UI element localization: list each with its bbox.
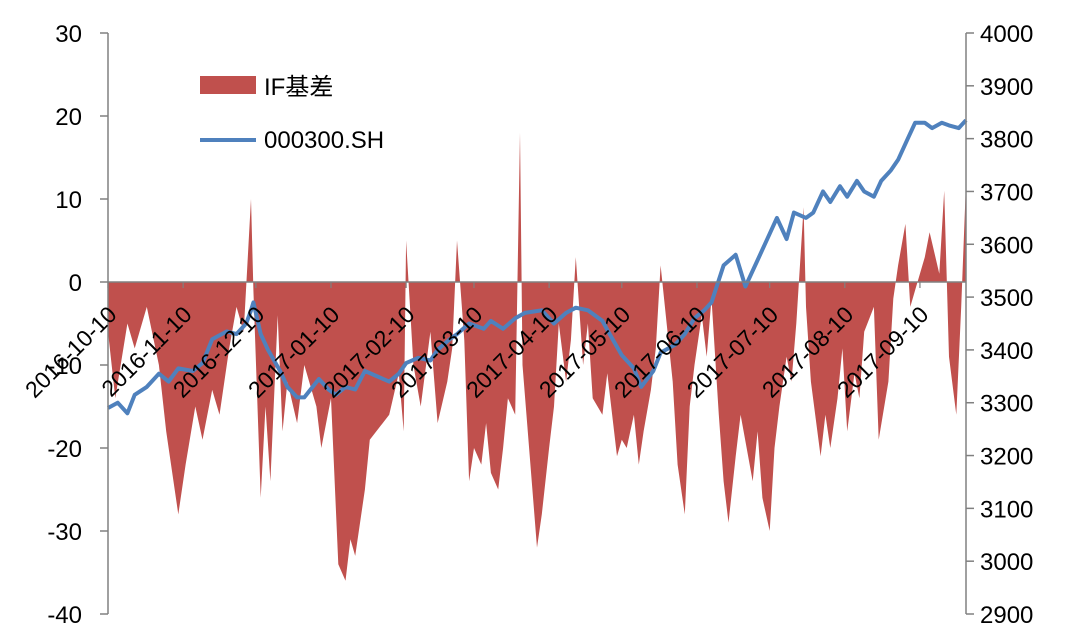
right-tick-label: 3600 — [980, 232, 1033, 259]
axes-layer: -40 -30 -20 -10 0 10 20 30 2900 3000 3100 3200 3300 3… — [47, 21, 1033, 629]
left-tick-label: 30 — [55, 21, 82, 48]
left-tick-label: 20 — [55, 104, 82, 131]
right-tick-label: 3500 — [980, 285, 1033, 312]
right-tick-label: 3800 — [980, 127, 1033, 154]
right-tick-label: 3900 — [980, 74, 1033, 101]
basis-area — [108, 132, 966, 581]
left-tick-label: -30 — [47, 519, 82, 546]
left-tick-label: -40 — [47, 602, 82, 629]
left-tick-label: -20 — [47, 436, 82, 463]
legend: IF基差 000300.SH — [200, 74, 384, 154]
basis-area-layer — [108, 132, 966, 581]
legend-label-basis: IF基差 — [264, 74, 333, 101]
right-tick-label: 3400 — [980, 338, 1033, 365]
right-tick-label: 2900 — [980, 602, 1033, 629]
right-tick-label: 3000 — [980, 549, 1033, 576]
right-tick-label: 3700 — [980, 179, 1033, 206]
left-tick-label: -10 — [47, 353, 82, 380]
index-line — [107, 118, 968, 416]
legend-swatch-basis — [200, 76, 256, 94]
right-tick-label: 4000 — [980, 21, 1033, 48]
left-tick-label: 0 — [69, 270, 82, 297]
left-tick-label: 10 — [55, 187, 82, 214]
index-line-layer — [107, 118, 968, 416]
right-tick-label: 3200 — [980, 444, 1033, 471]
right-tick-label: 3300 — [980, 391, 1033, 418]
right-tick-label: 3100 — [980, 496, 1033, 523]
legend-label-index: 000300.SH — [264, 127, 384, 154]
